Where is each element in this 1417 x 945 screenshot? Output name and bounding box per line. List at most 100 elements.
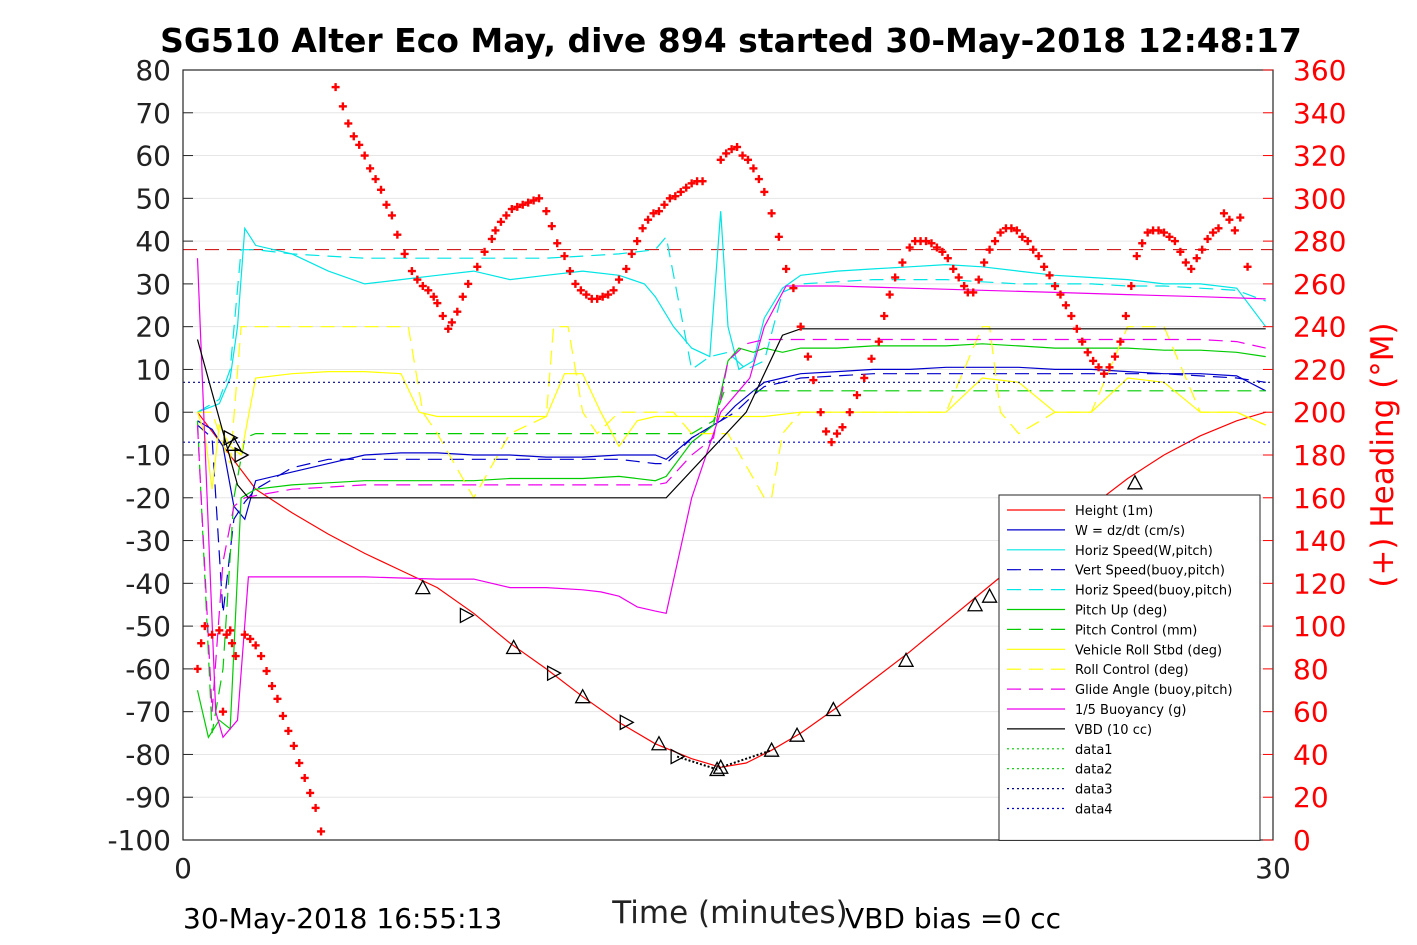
heading-marker	[413, 275, 422, 284]
right-axis-label: (+) Heading (°M)	[1365, 322, 1401, 587]
heading-marker	[331, 83, 340, 92]
heading-marker	[344, 119, 353, 128]
heading-marker	[838, 423, 847, 432]
heading-marker	[400, 249, 409, 258]
triangle-marker	[619, 714, 635, 731]
heading-marker	[754, 175, 763, 184]
series-line-8	[197, 326, 1266, 500]
heading-marker	[251, 641, 260, 650]
legend-label-4: Horiz Speed(buoy,pitch)	[1075, 584, 1232, 599]
triangle-marker	[981, 587, 998, 603]
right-axis: 3603403203002802602402202001801601401201…	[1263, 54, 1346, 857]
heading-marker	[311, 803, 320, 812]
heading-marker	[1116, 337, 1125, 346]
heading-marker	[1181, 258, 1190, 267]
chart-title: SG510 Alter Eco May, dive 894 started 30…	[160, 21, 1302, 60]
heading-marker	[905, 243, 914, 252]
heading-marker	[1056, 290, 1065, 299]
heading-marker	[1225, 215, 1234, 224]
heading-marker	[922, 237, 931, 246]
heading-marker	[218, 707, 227, 716]
left-tick-label: -50	[125, 610, 171, 643]
heading-marker	[231, 652, 240, 661]
heading-marker	[306, 788, 315, 797]
heading-marker	[377, 185, 386, 194]
heading-marker	[338, 102, 347, 111]
heading-marker	[969, 288, 978, 297]
heading-marker	[382, 200, 391, 209]
heading-marker	[1121, 311, 1130, 320]
heading-marker	[553, 239, 562, 248]
right-tick-label: 160	[1293, 482, 1346, 515]
heading-marker	[1209, 228, 1218, 237]
heading-marker	[576, 286, 585, 295]
legend-label-11: VBD (10 cc)	[1075, 723, 1152, 738]
right-tick-label: 280	[1293, 225, 1346, 258]
triangle-marker	[574, 688, 591, 704]
heading-marker	[542, 207, 551, 216]
heading-marker	[809, 376, 818, 385]
triangle-marker	[459, 607, 475, 624]
right-tick-label: 240	[1293, 311, 1346, 344]
heading-marker	[197, 639, 206, 648]
heading-marker	[682, 183, 691, 192]
heading-marker	[760, 187, 769, 196]
heading-marker	[789, 284, 798, 293]
heading-marker	[845, 408, 854, 417]
heading-marker	[1018, 232, 1027, 241]
heading-marker	[349, 132, 358, 141]
heading-marker	[507, 205, 516, 214]
triangle-marker	[670, 748, 686, 765]
triangle-marker	[788, 726, 806, 742]
heading-marker	[727, 145, 736, 154]
heading-marker	[418, 282, 427, 291]
heading-marker	[491, 226, 500, 235]
heading-marker	[371, 175, 380, 184]
heading-marker	[444, 324, 453, 333]
right-tick-label: 180	[1293, 439, 1346, 472]
heading-marker	[609, 286, 618, 295]
series-line-11	[196, 328, 1266, 499]
legend-label-10: 1/5 Buoyancy (g)	[1075, 703, 1186, 718]
x-tick-label: 30	[1255, 852, 1291, 885]
heading-marker	[949, 264, 958, 273]
heading-marker	[898, 258, 907, 267]
triangle-marker	[709, 761, 726, 777]
heading-marker	[1236, 213, 1245, 222]
heading-marker	[932, 243, 941, 252]
heading-marker	[453, 307, 462, 316]
heading-marker	[273, 694, 282, 703]
heading-marker	[665, 194, 674, 203]
heading-marker	[796, 322, 805, 331]
triangle-marker	[897, 651, 915, 667]
heading-marker	[529, 196, 538, 205]
left-tick-label: -40	[125, 567, 171, 600]
legend-label-12: data1	[1075, 743, 1113, 758]
heading-marker	[860, 374, 869, 382]
heading-marker	[387, 211, 396, 220]
heading-marker	[943, 254, 952, 263]
heading-marker	[654, 207, 663, 216]
heading-marker	[222, 630, 231, 639]
right-tick-label: 20	[1293, 781, 1329, 814]
left-tick-label: -10	[125, 439, 171, 472]
heading-marker	[774, 232, 783, 241]
heading-marker	[633, 237, 642, 246]
right-tick-label: 40	[1293, 738, 1329, 771]
heading-marker	[1165, 232, 1174, 241]
left-tick-label: -100	[107, 824, 171, 857]
heading-marker	[671, 192, 680, 201]
heading-marker	[1127, 282, 1136, 291]
heading-marker	[317, 827, 326, 836]
left-tick-label: 10	[135, 353, 171, 386]
heading-marker	[438, 311, 447, 320]
x-axis: 0 30	[174, 830, 1291, 885]
heading-marker	[980, 258, 989, 267]
triangle-marker	[234, 446, 250, 464]
right-tick-label: 60	[1293, 696, 1329, 729]
legend-label-3: Vert Speed(buoy,pitch)	[1075, 564, 1225, 579]
legend-label-7: Vehicle Roll Stbd (deg)	[1075, 643, 1222, 658]
heading-marker	[1143, 228, 1152, 237]
series-line-10	[196, 258, 1266, 739]
triangle-marker	[763, 741, 780, 757]
